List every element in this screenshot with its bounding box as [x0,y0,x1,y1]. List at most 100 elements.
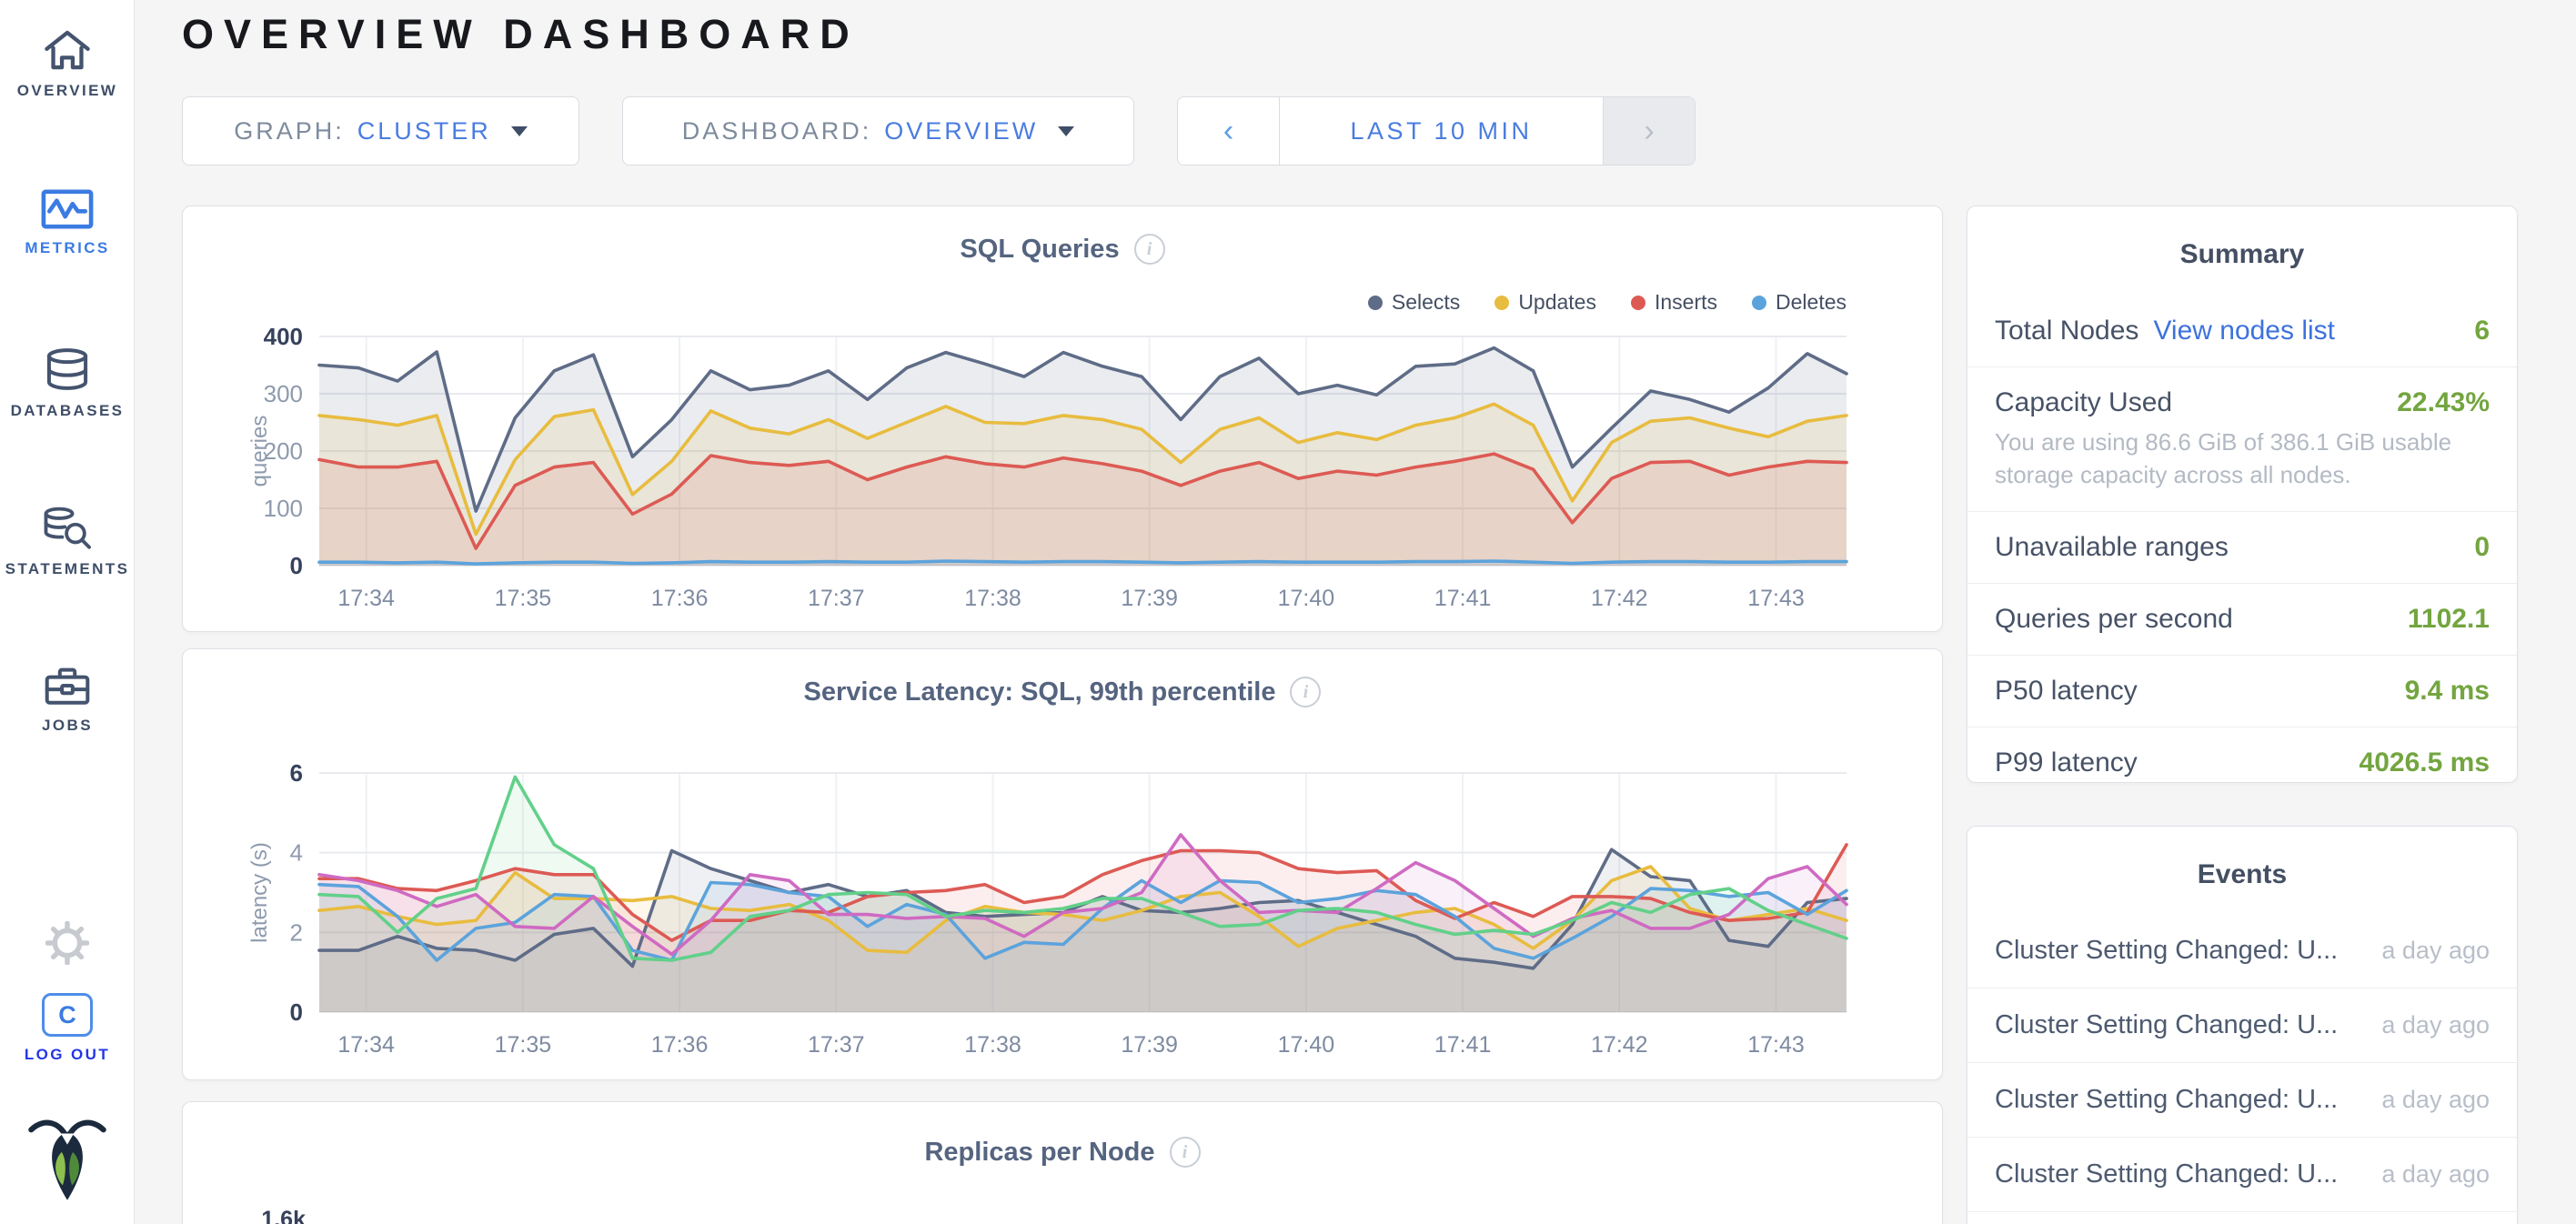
chart-title: SQL Queries [960,234,1120,264]
graph-dropdown-value: CLUSTER [357,116,491,145]
legend-item[interactable]: Deletes [1752,290,1846,315]
service-latency-chart[interactable]: 17:34 17:35 17:36 17:37 17:38 17:39 17:40 17:41… [183,649,1942,1079]
info-icon[interactable]: i [1169,1137,1201,1168]
summary-row-p50-latency: P50 latency 9.4 ms [1967,655,2517,727]
summary-value: 6 [2474,316,2490,346]
sidebar-item-label: OVERVIEW [16,82,118,99]
series-line-updates [317,402,1848,537]
event-time: a day ago [2381,1160,2490,1188]
x-axis-tick: 17:38 [964,586,1021,611]
legend-label: Deletes [1776,290,1846,314]
x-axis-tick: 17:37 [808,1032,865,1058]
legend-item[interactable]: Inserts [1630,290,1718,315]
summary-row-capacity-used: Capacity Used 22.43% You are using 86.6 … [1967,366,2517,511]
summary-row-unavailable-ranges: Unavailable ranges 0 [1967,511,2517,583]
event-time: a day ago [2381,1011,2490,1038]
summary-value: 0 [2474,532,2490,562]
sidebar-item-label: METRICS [25,239,110,256]
home-icon [0,27,135,73]
series-line-series-5 [317,833,1848,957]
x-axis-tick: 17:39 [1121,586,1178,611]
event-row: Cluster Setting Changed: U... a day ago [1967,1211,2517,1224]
summary-value: 1102.1 [2407,604,2490,634]
summary-label: Capacity Used [1995,387,2173,417]
event-time: a day ago [2381,937,2490,964]
summary-value: 4026.5 ms [2359,747,2490,778]
sidebar: OVERVIEW METRICS DATABASES [0,0,135,1224]
legend-item[interactable]: Updates [1494,290,1596,315]
time-range-display[interactable]: LAST 10 MIN [1350,116,1533,145]
chart-title: Replicas per Node [924,1137,1155,1167]
sidebar-item-logout[interactable]: C LOG OUT [0,993,135,1064]
sidebar-item-overview[interactable]: OVERVIEW [0,27,135,100]
legend-label: Inserts [1654,290,1718,314]
sidebar-item-jobs[interactable]: JOBS [0,664,135,735]
x-axis-tick: 17:34 [337,586,395,611]
y-axis-tick: 200 [264,437,303,465]
sql-queries-panel: SQL Queries i Selects Updates Inserts Delet… [182,206,1943,632]
sidebar-logo[interactable] [0,1111,135,1211]
legend-dot-icon [1752,295,1767,310]
info-icon[interactable]: i [1133,234,1165,265]
x-axis-tick: 17:43 [1747,586,1805,611]
event-time: a day ago [2381,1086,2490,1113]
series-line-series-2 [317,865,1848,955]
view-nodes-list-link[interactable]: View nodes list [2153,316,2335,346]
y-axis-tick: 300 [264,380,303,407]
event-text: Cluster Setting Changed: U... [1995,1085,2339,1114]
x-axis-tick: 17:37 [808,586,865,611]
sql-queries-chart[interactable]: 17:34 17:35 17:36 17:37 17:38 17:39 17:40 17:41… [183,206,1942,631]
time-next-button[interactable]: › [1603,97,1695,165]
dashboard-dropdown[interactable]: DASHBOARD: OVERVIEW [622,96,1134,166]
summary-label: Unavailable ranges [1995,532,2229,562]
summary-label: P50 latency [1995,676,2138,706]
x-axis-tick: 17:36 [651,586,709,611]
time-prev-button[interactable]: ‹ [1178,97,1280,165]
y-axis-label: latency (s) [247,842,272,943]
cockroach-logo [0,1111,135,1211]
x-axis-tick: 17:42 [1591,586,1648,611]
info-icon[interactable]: i [1290,677,1322,707]
gear-icon [0,921,135,965]
x-axis-tick: 17:41 [1434,586,1492,611]
summary-label: Total Nodes [1995,316,2139,346]
x-axis-tick: 17:40 [1278,586,1335,611]
event-row: Cluster Setting Changed: U... a day ago [1967,1137,2517,1211]
summary-title: Summary [2179,239,2305,269]
replicas-per-node-panel: Replicas per Node i 1.6k [182,1101,1943,1224]
sidebar-item-label: JOBS [42,717,93,734]
legend-item[interactable]: Selects [1367,290,1461,315]
x-axis-tick: 17:36 [651,1032,709,1058]
summary-value: 22.43% [2397,387,2490,417]
event-text: Cluster Setting Changed: U... [1995,936,2339,965]
legend-label: Selects [1391,290,1461,314]
x-axis-tick: 17:41 [1434,1032,1492,1058]
chevron-down-icon [1058,125,1075,136]
y-axis-tick: 400 [264,323,303,350]
x-axis-tick: 17:34 [337,1032,395,1058]
page-title: OVERVIEW DASHBOARD [182,11,860,57]
x-axis-tick: 17:39 [1121,1032,1178,1058]
sidebar-item-statements[interactable]: STATEMENTS [0,506,135,578]
event-row: Cluster Setting Changed: U... a day ago [1967,988,2517,1062]
sidebar-item-databases[interactable]: DATABASES [0,347,135,420]
series-line-selects [317,346,1848,513]
sidebar-item-metrics[interactable]: METRICS [0,188,135,257]
x-axis-tick: 17:42 [1591,1032,1648,1058]
series-line-series-4 [317,878,1848,962]
legend-dot-icon [1630,295,1645,310]
series-line-inserts [317,452,1848,550]
capacity-subtext: You are using 86.6 GiB of 386.1 GiB usab… [1995,428,2452,488]
summary-label: P99 latency [1995,747,2138,778]
summary-row-queries-per-second: Queries per second 1102.1 [1967,583,2517,655]
statements-icon [0,506,135,551]
sidebar-item-settings[interactable] [0,921,135,965]
events-title: Events [2197,859,2288,889]
graph-dropdown[interactable]: GRAPH: CLUSTER [182,96,579,166]
y-axis-tick: 1.6k [261,1207,306,1224]
y-axis-tick: 0 [290,998,303,1026]
chart-legend: Selects Updates Inserts Deletes [1367,290,1846,315]
metrics-icon [0,188,135,230]
series-line-series-3 [317,843,1848,942]
legend-label: Updates [1518,290,1596,314]
